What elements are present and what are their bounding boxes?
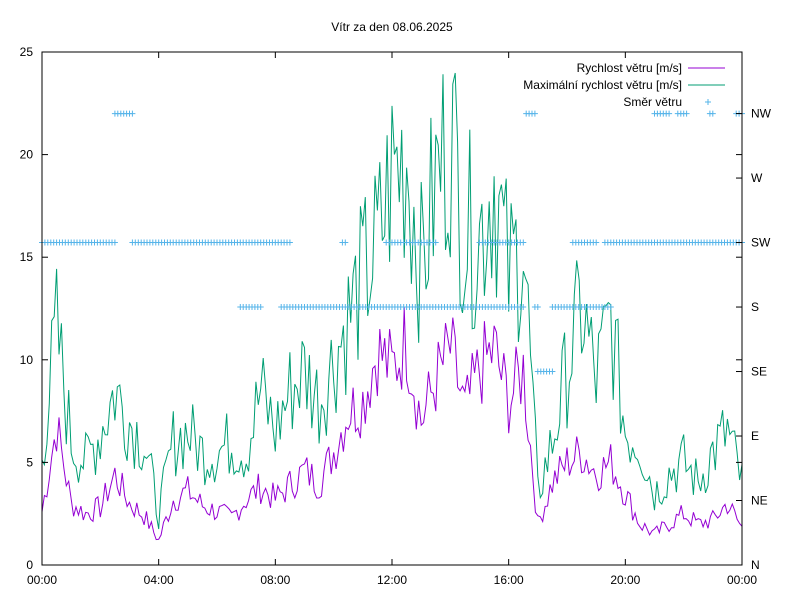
legend: Rychlost větru [m/s] Maximální rychlost v… <box>523 61 725 109</box>
legend-label: Maximální rychlost větru [m/s] <box>523 78 682 92</box>
chart-title: Vítr za den 08.06.2025 <box>331 20 453 34</box>
y-tick-label: 5 <box>26 455 33 469</box>
x-tick-label: 12:00 <box>377 573 407 587</box>
legend-label: Směr větru <box>623 95 682 109</box>
legend-swatch-marker <box>705 99 711 105</box>
x-tick-label: 16:00 <box>494 573 524 587</box>
wind-direction-marker <box>520 304 527 310</box>
y2-tick-label: E <box>751 429 759 443</box>
x-tick-label: 00:00 <box>27 573 57 587</box>
y2-tick-label: W <box>751 171 763 185</box>
y-tick-label: 25 <box>20 45 34 59</box>
y2-tick-label: N <box>751 558 760 572</box>
y2-tick-label: NW <box>751 107 772 121</box>
y-tick-label: 0 <box>26 558 33 572</box>
y-tick-label: 15 <box>20 250 34 264</box>
wind-speed-line <box>41 307 743 541</box>
wind-direction-marker <box>607 304 614 310</box>
y-tick-label: 10 <box>20 353 34 367</box>
wind-direction-marker <box>531 110 538 117</box>
wind-direction-marker <box>520 239 527 246</box>
max-wind-speed-line <box>41 72 743 530</box>
wind-direction-marker <box>432 239 439 246</box>
wind-direction-marker <box>683 110 690 117</box>
x-tick-label: 08:00 <box>260 573 290 587</box>
wind-direction-marker <box>342 239 349 246</box>
wind-direction-marker <box>286 239 293 246</box>
y2-tick-label: S <box>751 300 759 314</box>
y2-tick-label: NE <box>751 494 768 508</box>
wind-direction-marker <box>257 304 264 310</box>
wind-direction-marker <box>709 110 716 117</box>
wind-direction-marker <box>111 239 118 246</box>
legend-label: Rychlost větru [m/s] <box>577 61 682 75</box>
wind-direction-marker <box>534 304 541 310</box>
y2-tick-label: SE <box>751 365 767 379</box>
y-tick-label: 20 <box>20 148 34 162</box>
axes: 0 5 10 15 20 25 00:00 04:00 08:00 12:00 16:00 20:00… <box>20 45 772 587</box>
x-tick-label: 04:00 <box>144 573 174 587</box>
x-tick-label: 00:00 <box>727 573 757 587</box>
wind-direction-marker <box>593 239 600 246</box>
wind-direction-marker <box>129 110 136 117</box>
wind-direction-marker <box>549 368 556 375</box>
x-tick-label: 20:00 <box>610 573 640 587</box>
plot-area <box>39 72 745 541</box>
wind-direction-marker <box>666 110 673 117</box>
y2-tick-label: SW <box>751 236 771 250</box>
